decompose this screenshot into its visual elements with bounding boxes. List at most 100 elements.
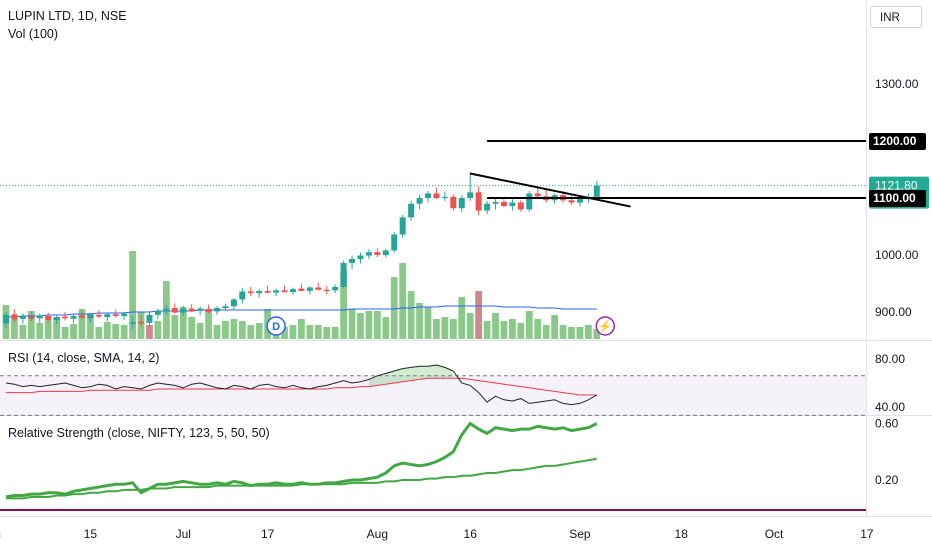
time-tick-label: 17 <box>261 527 275 541</box>
price-tick-label: 1000.00 <box>875 248 919 262</box>
candle-body <box>517 202 524 210</box>
candle-body <box>306 287 313 291</box>
time-tick-label: 17 <box>860 527 874 541</box>
time-tick-label: Oct <box>765 527 784 541</box>
candle-body <box>416 198 423 204</box>
candle-body <box>391 234 398 251</box>
candle-body <box>62 316 69 319</box>
volume-bar <box>129 251 136 339</box>
rsi-gradient-fill <box>368 365 454 387</box>
volume-bar <box>458 297 466 339</box>
volume-bar <box>196 323 204 339</box>
volume-bar <box>255 323 263 339</box>
event-label: ⚡ <box>598 320 612 333</box>
volume-bar <box>365 311 373 339</box>
volume-bar <box>44 320 52 339</box>
volume-bar <box>171 315 179 339</box>
candle-body <box>129 322 136 324</box>
volume-bar <box>416 303 423 339</box>
candle-body <box>104 314 111 318</box>
rs-tick-label: 0.20 <box>875 473 899 487</box>
time-tick-label: 16 <box>464 527 478 541</box>
volume-bar <box>247 325 255 339</box>
candle-body <box>3 314 9 324</box>
candle-body <box>230 299 237 307</box>
volume-bar <box>433 319 440 339</box>
volume-bar <box>449 319 457 339</box>
price-line-label: 1100.00 <box>873 191 916 205</box>
last-price-label: 1121.80 <box>875 179 918 193</box>
volume-bar <box>525 311 533 339</box>
time-tick-label: Aug <box>367 527 388 541</box>
candle-body <box>264 290 271 293</box>
volume-bar <box>87 313 94 339</box>
volume-bar <box>441 317 449 339</box>
time-tick-label: Jul <box>176 527 191 541</box>
dividend-event-icon <box>266 316 286 336</box>
volume-bar <box>213 325 221 339</box>
volume-bar <box>542 325 550 339</box>
volume-bar <box>340 271 347 339</box>
candle-body <box>399 217 406 235</box>
rsi-tick-label: 40.00 <box>875 400 905 414</box>
candle-body <box>509 202 516 206</box>
candle-body <box>374 252 381 255</box>
candle-body <box>247 291 254 294</box>
volume-bar <box>205 309 212 339</box>
volume-bar <box>120 325 128 339</box>
candle-body <box>365 252 372 256</box>
candle-body <box>188 308 195 312</box>
candle-body <box>205 309 212 312</box>
candle-body <box>340 262 347 287</box>
volume-bar <box>407 291 415 339</box>
candle-body <box>450 196 457 209</box>
candle-body <box>112 314 119 316</box>
candle-body <box>408 203 415 218</box>
time-tick-label: 15 <box>84 527 98 541</box>
candle-body <box>500 201 507 206</box>
volume-bar <box>53 317 61 339</box>
volume-bar <box>399 263 407 339</box>
volume-bar <box>373 311 381 339</box>
candle-body <box>441 196 448 199</box>
volume-bar <box>61 327 69 339</box>
candle-body <box>45 315 52 320</box>
candle-body <box>171 308 178 313</box>
volume-bar <box>112 324 120 339</box>
candle-body <box>593 185 600 197</box>
candle-body <box>154 310 161 315</box>
candle-body <box>138 321 145 324</box>
volume-bar <box>306 325 314 339</box>
volume-bar <box>424 307 432 339</box>
volume-bar <box>551 315 558 339</box>
candle-body <box>281 290 288 293</box>
candle-body <box>146 314 153 323</box>
candle-body <box>87 314 94 319</box>
price-line-badge <box>869 133 926 150</box>
candle-body <box>433 193 440 198</box>
volume-bar <box>19 325 27 339</box>
candle-body <box>458 198 465 209</box>
candle-body <box>534 193 541 197</box>
volume-bar <box>11 319 18 339</box>
candle-body <box>36 315 43 319</box>
volume-bar <box>517 323 525 339</box>
candle-body <box>78 315 85 318</box>
volume-bar <box>103 322 111 339</box>
candle-body <box>425 193 431 198</box>
volume-bar <box>222 321 229 339</box>
relative-strength-label: Relative Strength (close, NIFTY, 123, 5,… <box>8 426 270 440</box>
candle-body <box>222 306 229 309</box>
volume-ma-line <box>6 305 597 318</box>
candle-body <box>568 200 575 203</box>
price-tick-label: 1300.00 <box>875 77 919 91</box>
trend-line <box>469 172 631 208</box>
volume-bar <box>509 319 516 339</box>
volume-bar <box>593 329 601 339</box>
rsi-line <box>5 364 598 406</box>
candle-body <box>492 201 499 204</box>
currency-button[interactable]: INR <box>870 6 922 28</box>
candle-body <box>576 199 583 203</box>
volume-bar <box>289 325 297 339</box>
